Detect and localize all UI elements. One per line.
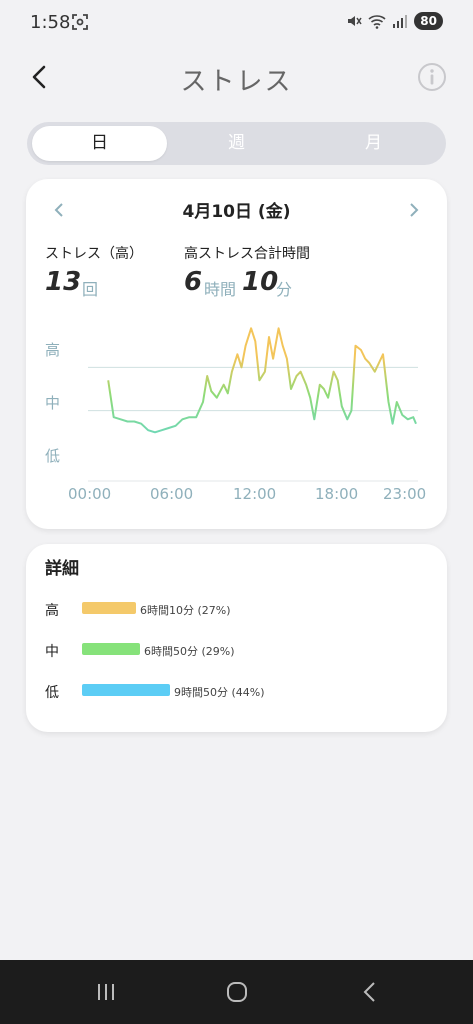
x-tick-label: 18:00 (315, 485, 359, 503)
stress-high-count-unit: 回 (82, 280, 99, 299)
app-header: ストレス (0, 48, 473, 108)
total-minutes: 10 (242, 267, 279, 297)
detail-label-high: 高 (45, 603, 59, 619)
y-level-low: 低 (45, 447, 61, 465)
system-back-icon[interactable] (355, 976, 387, 1008)
detail-bar-mid (82, 643, 140, 655)
x-tick-label: 12:00 (233, 485, 277, 503)
minutes-unit: 分 (276, 280, 293, 299)
status-time: 1:58 (30, 12, 71, 33)
status-icons: 80 (346, 12, 443, 30)
y-level-high: 高 (45, 341, 61, 359)
hours-unit: 時間 (204, 280, 237, 299)
tab-month[interactable]: 月 (365, 133, 382, 153)
stress-chart-card: 4月10日 (金) ストレス（高） 13 回 高ストレス合計時間 6 時間 10… (26, 179, 447, 529)
status-bar: 1:58 80 (0, 0, 473, 48)
date-navigator: 4月10日 (金) (26, 197, 447, 225)
stress-series-line (107, 327, 417, 434)
wifi-icon (368, 15, 386, 29)
detail-value-high: 6時間10分 (27%) (140, 604, 231, 617)
x-tick-label: 06:00 (150, 485, 194, 503)
y-level-mid: 中 (45, 394, 61, 412)
signal-icon (393, 15, 408, 28)
detail-value-low: 9時間50分 (44%) (174, 686, 265, 699)
stress-high-count: 13 (45, 267, 82, 297)
next-day-icon[interactable] (403, 199, 425, 221)
previous-day-icon[interactable] (48, 199, 70, 221)
x-tick-label: 00:00 (68, 485, 112, 503)
detail-value-mid: 6時間50分 (29%) (144, 645, 235, 658)
stress-line-chart (88, 327, 418, 482)
recent-apps-icon[interactable] (90, 976, 122, 1008)
details-card: 詳細 高 6時間10分 (27%) 中 6時間50分 (29%) 低 9時間50… (26, 544, 447, 732)
screenshot-icon (72, 14, 88, 30)
selected-date: 4月10日 (金) (182, 202, 291, 222)
battery-indicator: 80 (414, 12, 443, 30)
mute-icon (348, 16, 362, 26)
period-selector: 日 週 月 (27, 122, 446, 165)
back-arrow-icon[interactable] (26, 62, 56, 92)
detail-bar-high (82, 602, 136, 614)
stress-high-label: ストレス（高） (45, 246, 143, 262)
detail-label-low: 低 (45, 685, 59, 701)
detail-label-mid: 中 (45, 644, 59, 660)
x-tick-label: 23:00 (383, 485, 427, 503)
page-title: ストレス (180, 67, 293, 97)
system-nav-bar (0, 960, 473, 1024)
info-icon[interactable] (417, 62, 447, 92)
total-time-label: 高ストレス合計時間 (184, 246, 310, 262)
tab-day[interactable]: 日 (32, 126, 167, 161)
home-icon[interactable] (221, 976, 253, 1008)
detail-bar-low (82, 684, 170, 696)
total-hours: 6 (184, 267, 203, 297)
tab-week[interactable]: 週 (228, 133, 245, 153)
details-title: 詳細 (45, 559, 79, 579)
